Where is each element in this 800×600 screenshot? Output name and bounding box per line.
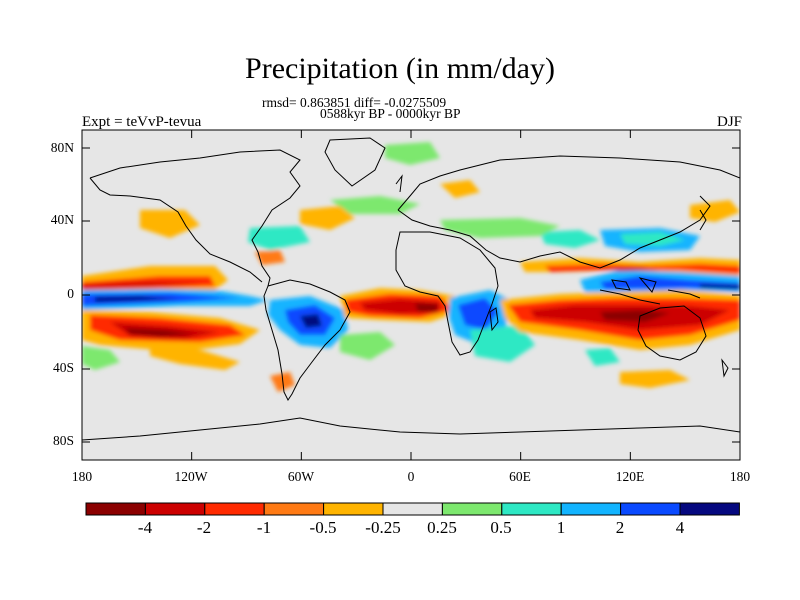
colorbar-swatch	[263, 502, 325, 516]
y-tick-label: 80S	[52, 433, 74, 448]
colorbar-tick-label: 1	[556, 518, 566, 537]
colorbar-swatch	[441, 502, 503, 516]
colorbar-tick-label: -2	[196, 518, 212, 537]
x-tick-label: 180	[729, 469, 751, 484]
y-tick-label: 80N	[50, 140, 74, 155]
colorbar-swatch	[144, 502, 206, 516]
colorbar-tick-label: 2	[615, 518, 625, 537]
x-tick-label: 60W	[287, 469, 315, 484]
colorbar-swatch	[620, 502, 681, 516]
colorbar-tick-label: -4	[137, 518, 153, 537]
chart-title: Precipitation (in mm/day)	[245, 52, 555, 85]
season-label: DJF	[716, 114, 742, 130]
x-tick-label: 60E	[509, 469, 531, 484]
colorbar-swatch	[679, 502, 740, 516]
colorbar-swatch	[501, 502, 562, 516]
precipitation-anomaly-field	[82, 137, 740, 441]
x-tick-label: 0	[407, 469, 415, 484]
y-tick-label: 0	[67, 286, 74, 301]
axis-ticks	[81, 130, 741, 460]
colorbar-tick-label: -0.25	[365, 518, 401, 537]
x-tick-label: 120E	[615, 469, 645, 484]
rmsd-diff-stats: rmsd= 0.863851 diff= -0.0275509	[262, 95, 447, 110]
colorbar-tick-label: -0.5	[309, 518, 337, 537]
x-tick-label: 180	[71, 469, 93, 484]
y-tick-label: 40N	[50, 212, 74, 227]
coastlines	[82, 137, 740, 441]
y-tick-label: 40S	[52, 360, 74, 375]
colorbar-tick-label: -1	[256, 518, 272, 537]
colorbar-swatch	[323, 502, 384, 516]
x-tick-label: 120W	[174, 469, 208, 484]
colorbar-tick-label: 4	[675, 518, 685, 537]
colorbar	[85, 502, 740, 516]
colorbar-tick-label: 0.25	[427, 518, 457, 537]
colorbar-swatch	[204, 502, 265, 516]
colorbar-swatch	[382, 502, 443, 516]
period-label: 0588kyr BP - 0000kyr BP	[320, 106, 461, 121]
colorbar-tick-label: 0.5	[490, 518, 512, 537]
experiment-label: Expt = teVvP-tevua	[82, 114, 202, 130]
colorbar-swatch	[85, 502, 146, 516]
colorbar-swatch	[560, 502, 622, 516]
